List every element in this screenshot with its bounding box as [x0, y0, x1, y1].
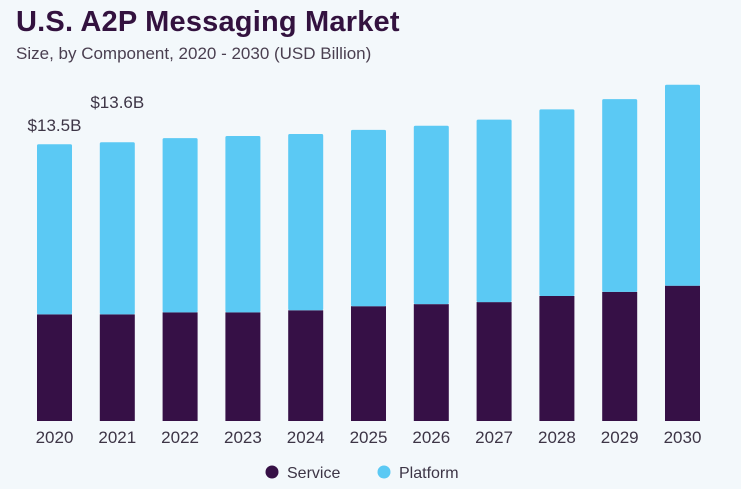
- x-tick-labels: 2020 2021 2022 2023 2024 2025 2026 2027 2028 2029…: [36, 428, 702, 447]
- bar-platform-2029: [602, 99, 638, 292]
- x-tick-label: 2021: [98, 428, 136, 447]
- x-tick-label: 2024: [287, 428, 325, 447]
- chart-title: U.S. A2P Messaging Market: [16, 6, 400, 38]
- legend-marker-service: [265, 465, 279, 479]
- data-label-2021: $13.6B: [90, 93, 144, 112]
- bar-platform-2021: [99, 142, 135, 315]
- bar-platform-2027: [476, 119, 512, 303]
- x-tick-label: 2022: [161, 428, 199, 447]
- bar-platform-2020: [37, 144, 72, 315]
- x-tick-label: 2030: [664, 428, 702, 447]
- x-tick-label: 2027: [475, 428, 513, 447]
- bar-service-2025: [351, 306, 386, 421]
- bar-platform-2025: [351, 129, 386, 307]
- x-tick-label: 2025: [350, 428, 388, 447]
- bar-service-2022: [162, 312, 198, 421]
- bar-platform-2028: [539, 109, 575, 296]
- bar-service-2024: [288, 310, 324, 421]
- bar-service-2028: [539, 295, 575, 421]
- bar-platform-2024: [288, 134, 324, 311]
- x-tick-label: 2029: [601, 428, 639, 447]
- x-tick-label: 2026: [412, 428, 450, 447]
- legend: Service Platform: [265, 465, 459, 482]
- bar-service-2021: [99, 314, 135, 421]
- bar-service-2030: [665, 285, 700, 421]
- bar-platform-2022: [162, 138, 198, 313]
- data-label-2020: $13.5B: [28, 116, 82, 135]
- bar-platform-2026: [413, 125, 449, 305]
- bar-service-2026: [413, 304, 449, 421]
- bar-service-2020: [37, 314, 72, 421]
- bar-platform-2030: [665, 84, 700, 286]
- bar-service-2023: [225, 312, 261, 421]
- legend-label-platform: Platform: [399, 465, 459, 482]
- data-labels: $13.5B $13.6B: [28, 93, 145, 135]
- x-tick-label: 2023: [224, 428, 262, 447]
- x-tick-label: 2020: [36, 428, 74, 447]
- x-tick-label: 2028: [538, 428, 576, 447]
- bar-service-2029: [602, 291, 638, 421]
- bar-service-2027: [476, 302, 512, 421]
- chart-subtitle: Size, by Component, 2020 - 2030 (USD Bil…: [16, 44, 372, 63]
- legend-marker-platform: [377, 465, 391, 479]
- legend-label-service: Service: [287, 465, 340, 482]
- bar-platform-2023: [225, 136, 261, 313]
- bars-group: [37, 84, 700, 421]
